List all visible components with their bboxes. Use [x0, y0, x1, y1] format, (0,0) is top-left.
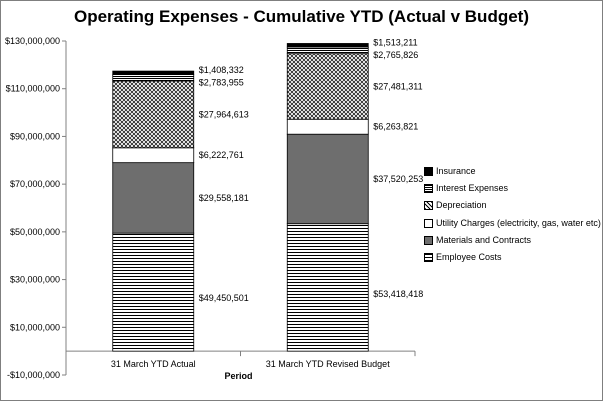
y-tick-label: $10,000,000 — [10, 322, 60, 332]
legend-label-employee: Employee Costs — [436, 251, 502, 262]
y-tick-label: $110,000,000 — [6, 84, 60, 94]
y-tick-label: $70,000,000 — [10, 179, 60, 189]
legend-label-interest: Interest Expenses — [436, 183, 509, 194]
legend-item-interest: Interest Expenses — [424, 183, 600, 200]
data-label: $29,558,181 — [199, 193, 249, 203]
data-label: $1,513,211 — [373, 37, 417, 47]
data-label: $6,263,821 — [373, 122, 418, 132]
y-tick-label: $130,000,000 — [5, 36, 60, 46]
legend-swatch-insurance — [424, 167, 433, 176]
y-tick-label: -$10,000,000 — [7, 370, 60, 380]
legend-label-materials: Materials and Contracts — [436, 234, 532, 245]
legend-label-depreciation: Depreciation — [436, 200, 487, 211]
legend-item-utility: Utility Charges (electricity, gas, water… — [424, 217, 601, 235]
data-label: $2,783,955 — [199, 77, 244, 87]
legend: Insurance Interest Expenses Depreciation… — [424, 166, 601, 269]
bar-segment — [112, 74, 195, 82]
data-label: $6,222,761 — [199, 150, 244, 160]
bar-segment — [286, 53, 369, 120]
bar-segment — [286, 46, 369, 55]
legend-item-depreciation: Depreciation — [424, 200, 600, 217]
bar-segment — [286, 223, 369, 352]
bar-segment — [286, 118, 369, 135]
legend-item-insurance: Insurance — [424, 166, 600, 183]
legend-label-insurance: Insurance — [436, 166, 476, 176]
data-label: $27,964,613 — [199, 109, 249, 119]
legend-swatch-utility — [424, 218, 433, 228]
legend-label-utility: Utility Charges (electricity, gas, water… — [436, 217, 601, 228]
y-tick-label: $90,000,000 — [10, 131, 60, 141]
bar-segment — [286, 43, 369, 48]
legend-swatch-interest — [424, 184, 433, 194]
bar-segment — [112, 70, 195, 75]
bar-segment — [112, 162, 195, 234]
legend-item-materials: Materials and Contracts — [424, 235, 600, 252]
data-label: $2,765,826 — [373, 50, 418, 60]
data-label: $37,520,253 — [373, 174, 423, 184]
data-label: $1,408,332 — [199, 65, 244, 75]
bar-segment — [286, 133, 369, 225]
legend-swatch-employee — [424, 252, 433, 262]
data-label: $49,450,501 — [199, 293, 249, 303]
x-tick-label: 31 March YTD Revised Budget — [266, 359, 390, 369]
data-label: $27,481,311 — [373, 81, 422, 91]
legend-item-employee: Employee Costs — [424, 252, 600, 269]
chart-title: Operating Expenses - Cumulative YTD (Act… — [74, 7, 529, 26]
data-label: $53,418,418 — [373, 289, 423, 299]
y-tick-label: $30,000,000 — [10, 275, 60, 285]
y-tick-label: $50,000,000 — [10, 227, 60, 237]
bar-segment — [112, 147, 195, 164]
legend-swatch-depreciation — [424, 201, 433, 211]
legend-swatch-materials — [424, 235, 433, 245]
x-axis-title: Period — [224, 371, 252, 381]
x-tick-label: 31 March YTD Actual — [111, 359, 196, 369]
bar-segment — [112, 232, 195, 352]
bar-segment — [112, 80, 195, 149]
